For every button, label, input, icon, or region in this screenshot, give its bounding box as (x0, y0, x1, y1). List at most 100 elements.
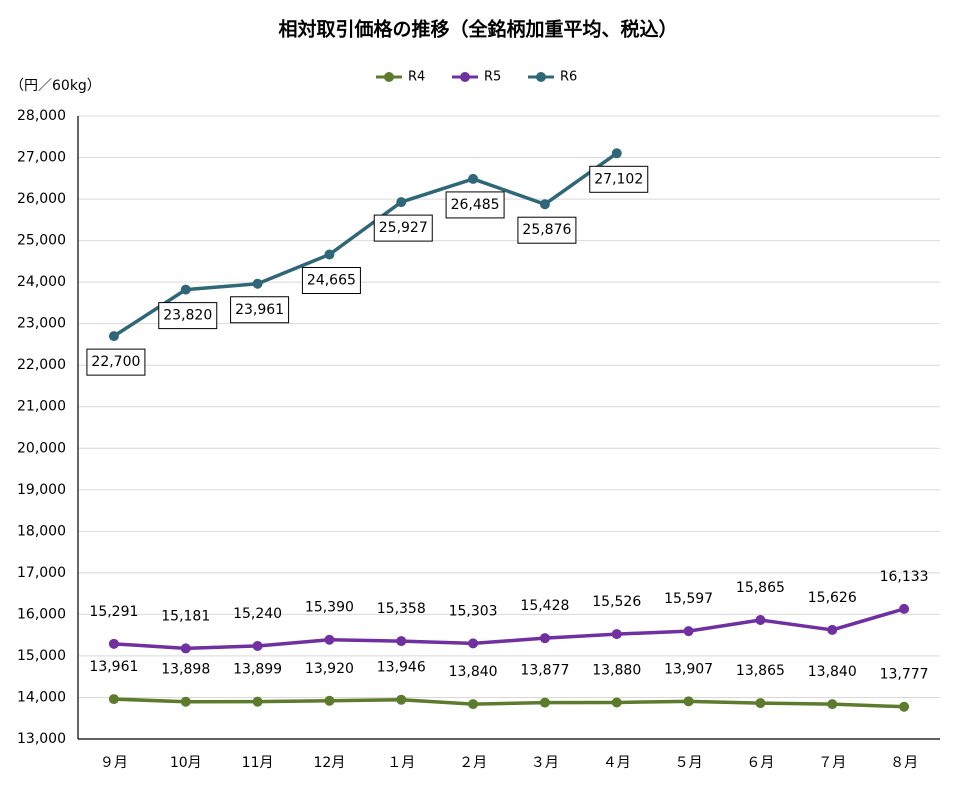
data-label-box (373, 214, 433, 242)
legend-marker (384, 72, 394, 82)
data-point (539, 633, 550, 644)
x-tick-label: １月 (387, 755, 415, 771)
data-label: 15,597 (664, 591, 713, 607)
data-point (683, 626, 694, 637)
x-tick-label: ８月 (890, 755, 918, 771)
data-label: 26,485 (451, 197, 500, 213)
data-label-box (301, 267, 361, 295)
y-tick-label: 15,000 (17, 648, 66, 664)
x-tick-label: ９月 (100, 755, 128, 771)
data-point (468, 173, 479, 184)
y-tick-label: 24,000 (17, 274, 66, 290)
data-label: 13,946 (377, 660, 426, 676)
data-point (180, 643, 191, 654)
series-line (113, 607, 905, 651)
data-label-box (445, 191, 505, 219)
y-tick-label: 27,000 (17, 150, 66, 166)
data-label-box (589, 165, 649, 193)
y-tick-label: 22,000 (17, 357, 66, 373)
data-label: 13,840 (808, 664, 857, 680)
data-point (180, 696, 191, 707)
x-tick-label: ３月 (531, 755, 559, 771)
data-label-box (86, 348, 146, 376)
data-label: 15,626 (808, 590, 857, 606)
x-tick-label: ４月 (603, 755, 631, 771)
y-tick-label: 14,000 (17, 689, 66, 705)
data-label: 13,840 (449, 664, 498, 680)
data-label: 25,876 (522, 222, 571, 238)
y-tick-label: 17,000 (17, 565, 66, 581)
data-point (252, 640, 263, 651)
data-point (324, 695, 335, 706)
data-label-box (230, 296, 290, 324)
x-tick-label: 10月 (170, 755, 202, 771)
y-tick-label: 23,000 (17, 316, 66, 332)
data-label: 15,181 (161, 608, 210, 624)
data-label: 13,880 (592, 662, 641, 678)
data-point (683, 696, 694, 707)
data-label: 13,877 (520, 663, 569, 679)
y-tick-label: 28,000 (17, 108, 66, 124)
data-point (108, 694, 119, 705)
data-point (899, 603, 910, 614)
legend-label: R4 (408, 70, 425, 85)
data-point (827, 699, 838, 710)
data-label: 15,240 (233, 606, 282, 622)
x-tick-label: ５月 (675, 755, 703, 771)
data-point (468, 699, 479, 710)
data-label: 23,820 (163, 308, 212, 324)
data-label: 13,899 (233, 662, 282, 678)
x-tick-label: 12月 (314, 755, 346, 771)
legend-marker (536, 72, 546, 82)
y-tick-label: 25,000 (17, 233, 66, 249)
data-point (611, 697, 622, 708)
x-tick-label: ７月 (818, 755, 846, 771)
data-label: 13,907 (664, 661, 713, 677)
legend-label: R6 (560, 70, 577, 85)
data-point (611, 148, 622, 159)
data-label: 13,777 (880, 667, 929, 683)
data-label: 15,390 (305, 600, 354, 616)
data-point (324, 249, 335, 260)
data-label-box (517, 216, 577, 244)
data-point (108, 331, 119, 342)
legend-label: R5 (484, 70, 501, 85)
data-label: 15,428 (520, 598, 569, 614)
data-point (252, 696, 263, 707)
data-label: 23,961 (235, 302, 284, 318)
y-tick-label: 19,000 (17, 482, 66, 498)
data-label: 13,898 (161, 662, 210, 678)
chart-title: 相対取引価格の推移（全銘柄加重平均、税込） (278, 18, 677, 41)
data-label: 15,526 (592, 594, 641, 610)
data-label: 15,291 (89, 604, 138, 620)
data-point (899, 701, 910, 712)
data-point (108, 638, 119, 649)
data-point (396, 694, 407, 705)
series-line (113, 697, 905, 709)
y-axis-label: （円／60kg） (10, 78, 101, 94)
series-line (112, 151, 618, 338)
data-point (755, 615, 766, 626)
data-point (396, 636, 407, 647)
data-label: 24,665 (307, 273, 356, 289)
y-tick-label: 26,000 (17, 191, 66, 207)
x-tick-label: ２月 (459, 755, 487, 771)
data-point (252, 278, 263, 289)
data-point (180, 284, 191, 295)
data-point (539, 199, 550, 210)
data-label: 13,920 (305, 661, 354, 677)
y-tick-label: 18,000 (17, 523, 66, 539)
data-label: 27,102 (594, 171, 643, 187)
data-label: 16,133 (880, 569, 929, 585)
y-tick-label: 21,000 (17, 399, 66, 415)
data-label: 15,358 (377, 601, 426, 617)
data-point (827, 624, 838, 635)
x-tick-label: ６月 (746, 755, 774, 771)
data-label: 13,961 (89, 659, 138, 675)
data-point (539, 697, 550, 708)
data-label-box (158, 302, 218, 330)
data-label: 15,303 (449, 603, 498, 619)
data-label: 25,927 (379, 220, 428, 236)
legend-marker (460, 72, 470, 82)
y-tick-label: 13,000 (17, 731, 66, 747)
